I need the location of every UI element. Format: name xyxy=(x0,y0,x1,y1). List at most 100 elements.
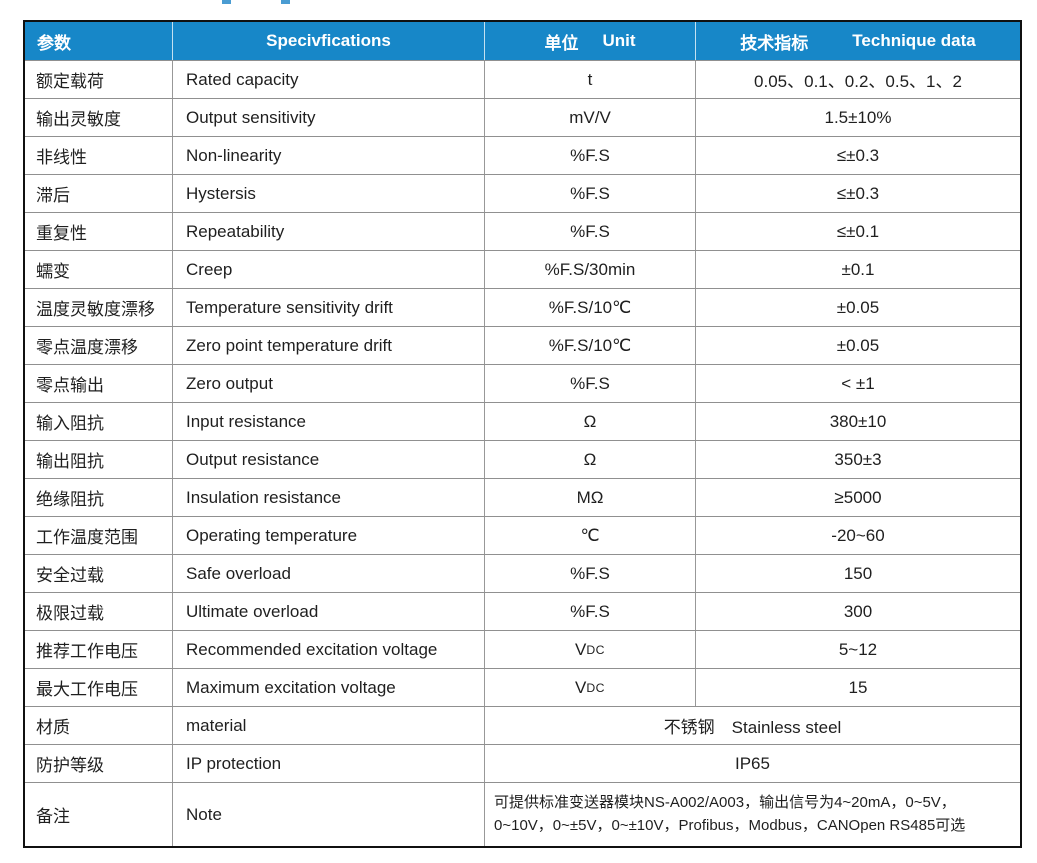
unit-cell: %F.S xyxy=(484,593,695,630)
param-name-cn-cell: 输出灵敏度 xyxy=(36,110,121,129)
param-name-cn-cell: 防护等级 xyxy=(36,756,104,775)
unit-base: V xyxy=(574,639,587,659)
header-parameters-cn: 参数 xyxy=(37,33,71,53)
table-row: 材质 material 不锈钢 Stainless steel xyxy=(25,706,1020,744)
unit-cell: %F.S/10℃ xyxy=(484,327,695,364)
param-name-en-cell: IP protection xyxy=(172,745,484,782)
param-name-cn-cell: 工作温度范围 xyxy=(36,528,138,547)
unit-cell: %F.S xyxy=(484,137,695,174)
spec-table: 参数 Specivfications 单位 Unit 技术指标 Techniqu… xyxy=(23,20,1022,848)
param-name-cn-cell: 零点温度漂移 xyxy=(36,338,138,357)
param-name-cn-cell: 材质 xyxy=(36,718,70,737)
unit-base: V xyxy=(574,677,587,697)
param-name-cn-cell: 额定载荷 xyxy=(36,72,104,91)
cropped-title-fragment xyxy=(222,0,231,4)
param-name-en-cell: Non-linearity xyxy=(172,137,484,174)
value-cell: ±0.05 xyxy=(695,289,1020,326)
unit-cell: %F.S xyxy=(484,175,695,212)
value-cell: ≥5000 xyxy=(695,479,1020,516)
param-name-en-cell: Hystersis xyxy=(172,175,484,212)
param-name-en-cell: Output resistance xyxy=(172,441,484,478)
table-row: 最大工作电压 Maximum excitation voltage V DC 15 xyxy=(25,668,1020,706)
unit-cell: ℃ xyxy=(484,517,695,554)
param-name-en-cell: material xyxy=(172,707,484,744)
unit-cell: Ω xyxy=(484,441,695,478)
param-name-en-cell: Operating temperature xyxy=(172,517,484,554)
value-cell: < ±1 xyxy=(695,365,1020,402)
merged-value-cell: IP65 xyxy=(484,745,1020,782)
unit-cell: t xyxy=(484,61,695,98)
param-name-cn-cell: 非线性 xyxy=(36,148,87,167)
param-name-en-cell: Zero point temperature drift xyxy=(172,327,484,364)
unit-cell: MΩ xyxy=(484,479,695,516)
param-name-en-cell: Insulation resistance xyxy=(172,479,484,516)
param-name-en-cell: Repeatability xyxy=(172,213,484,250)
value-cell: 380±10 xyxy=(695,403,1020,440)
value-cell: 350±3 xyxy=(695,441,1020,478)
param-name-en-cell: Input resistance xyxy=(172,403,484,440)
table-body: 额定载荷 Rated capacity t 0.05、0.1、0.2、0.5、1、2 输… xyxy=(25,60,1020,846)
value-cell: ≤±0.1 xyxy=(695,213,1020,250)
value-cell: 300 xyxy=(695,593,1020,630)
value-cell: 1.5±10% xyxy=(695,99,1020,136)
value-cell: 15 xyxy=(695,669,1020,706)
value-cell: 150 xyxy=(695,555,1020,592)
header-technique-data-cn: 技术指标 xyxy=(740,33,809,53)
table-row: 重复性 Repeatability %F.S ≤±0.1 xyxy=(25,212,1020,250)
param-name-cn-cell: 最大工作电压 xyxy=(36,680,138,699)
header-technique-data: 技术指标 Technique data xyxy=(695,22,1020,60)
param-name-cn-cell: 推荐工作电压 xyxy=(36,642,138,661)
value-cell: ≤±0.3 xyxy=(695,175,1020,212)
param-name-en-cell: Zero output xyxy=(172,365,484,402)
param-name-cn-cell: 极限过载 xyxy=(36,604,104,623)
table-row: 蠕变 Creep %F.S/30min ±0.1 xyxy=(25,250,1020,288)
param-name-cn-cell: 蠕变 xyxy=(36,262,70,281)
param-name-cn-cell: 滞后 xyxy=(36,186,70,205)
header-technique-data-en: Technique data xyxy=(852,31,976,50)
param-name-en-cell: Note xyxy=(172,783,484,846)
table-row: 绝缘阻抗 Insulation resistance MΩ ≥5000 xyxy=(25,478,1020,516)
table-row: 滞后 Hystersis %F.S ≤±0.3 xyxy=(25,174,1020,212)
unit-cell: %F.S xyxy=(484,365,695,402)
value-cell: ±0.05 xyxy=(695,327,1020,364)
table-row: 安全过载 Safe overload %F.S 150 xyxy=(25,554,1020,592)
table-row: 输出灵敏度 Output sensitivity mV/V 1.5±10% xyxy=(25,98,1020,136)
cropped-title-fragment xyxy=(281,0,290,4)
table-row: 推荐工作电压 Recommended excitation voltage V DC 5… xyxy=(25,630,1020,668)
table-row: 温度灵敏度漂移 Temperature sensitivity drift %F.S… xyxy=(25,288,1020,326)
header-specifications: Specivfications xyxy=(172,22,484,60)
table-header-row: 参数 Specivfications 单位 Unit 技术指标 Techniqu… xyxy=(25,22,1020,60)
value-cell: ±0.1 xyxy=(695,251,1020,288)
param-name-cn-cell: 温度灵敏度漂移 xyxy=(36,300,155,319)
merged-value-cell: 可提供标准变送器模块NS-A002/A003，输出信号为4~20mA，0~5V，… xyxy=(484,783,1020,846)
note-line: 可提供标准变送器模块NS-A002/A003，输出信号为4~20mA，0~5V， xyxy=(494,794,956,811)
param-name-en-cell: Rated capacity xyxy=(172,61,484,98)
param-name-en-cell: Temperature sensitivity drift xyxy=(172,289,484,326)
param-name-en-cell: Safe overload xyxy=(172,555,484,592)
unit-cell: V DC xyxy=(484,631,695,668)
table-row: 零点温度漂移 Zero point temperature drift %F.S/1… xyxy=(25,326,1020,364)
value-cell: 0.05、0.1、0.2、0.5、1、2 xyxy=(695,61,1020,98)
table-row: 额定载荷 Rated capacity t 0.05、0.1、0.2、0.5、1、2 xyxy=(25,60,1020,98)
param-name-cn-cell: 安全过载 xyxy=(36,566,104,585)
unit-subscript: DC xyxy=(586,642,605,657)
header-specifications-label: Specivfications xyxy=(266,31,391,50)
param-name-cn-cell: 输入阻抗 xyxy=(36,414,104,433)
param-name-en-cell: Output sensitivity xyxy=(172,99,484,136)
header-parameters: 参数 xyxy=(25,22,172,60)
param-name-en-cell: Creep xyxy=(172,251,484,288)
table-row: 输出阻抗 Output resistance Ω 350±3 xyxy=(25,440,1020,478)
unit-subscript: DC xyxy=(586,680,605,695)
unit-cell: %F.S/10℃ xyxy=(484,289,695,326)
value-cell: 5~12 xyxy=(695,631,1020,668)
header-unit-en: Unit xyxy=(602,31,636,50)
note-line: 0~10V，0~±5V，0~±10V，Profibus，Modbus，CANOp… xyxy=(494,816,966,834)
param-name-en-cell: Ultimate overload xyxy=(172,593,484,630)
param-name-cn-cell: 输出阻抗 xyxy=(36,452,104,471)
table-row: 零点输出 Zero output %F.S < ±1 xyxy=(25,364,1020,402)
unit-cell: %F.S/30min xyxy=(484,251,695,288)
table-row: 备注 Note 可提供标准变送器模块NS-A002/A003，输出信号为4~20mA… xyxy=(25,782,1020,846)
unit-cell: Ω xyxy=(484,403,695,440)
unit-cell: %F.S xyxy=(484,555,695,592)
unit-cell: %F.S xyxy=(484,213,695,250)
